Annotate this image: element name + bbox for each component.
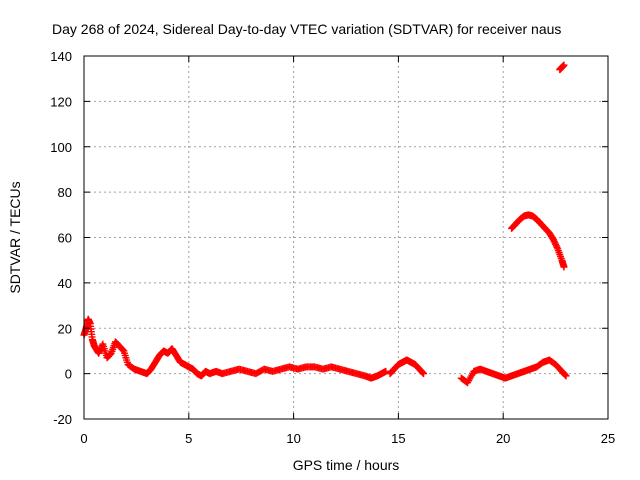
series-segment-18-21-h bbox=[457, 365, 528, 387]
data-point bbox=[560, 263, 568, 271]
y-axis-label: SDTVAR / TECUs bbox=[7, 181, 23, 293]
y-tick-label: 140 bbox=[50, 49, 72, 64]
series-bump-near-15-16-h bbox=[386, 356, 428, 378]
x-tick-label: 5 bbox=[185, 431, 192, 446]
x-tick-label: 10 bbox=[286, 431, 300, 446]
series-segment-21-23-h bbox=[520, 356, 570, 380]
grid-lines bbox=[84, 56, 608, 419]
x-tick-label: 15 bbox=[391, 431, 405, 446]
y-tick-label: 40 bbox=[58, 276, 72, 291]
y-tick-label: 0 bbox=[65, 367, 72, 382]
y-tick-label: 80 bbox=[58, 185, 72, 200]
data-point bbox=[562, 372, 570, 380]
x-tick-label: 0 bbox=[80, 431, 87, 446]
data-point bbox=[560, 61, 568, 69]
x-tick-label: 25 bbox=[601, 431, 615, 446]
series-upper-arc bbox=[508, 211, 568, 271]
data-points bbox=[80, 61, 570, 387]
y-tick-label: 120 bbox=[50, 94, 72, 109]
data-point bbox=[382, 367, 390, 375]
x-axis-label: GPS time / hours bbox=[293, 457, 400, 473]
series-top-fragment bbox=[556, 61, 568, 74]
axis-ticks: 0 5 10 15 20 25 -20 0 20 40 60 80 100 120 140 bbox=[50, 49, 615, 446]
series-main-trace bbox=[80, 315, 390, 382]
y-tick-label: 20 bbox=[58, 321, 72, 336]
y-tick-label: 100 bbox=[50, 140, 72, 155]
x-tick-label: 20 bbox=[496, 431, 510, 446]
y-tick-label: -20 bbox=[53, 412, 72, 427]
chart-title: Day 268 of 2024, Sidereal Day-to-day VTE… bbox=[52, 21, 561, 37]
data-point bbox=[420, 370, 428, 378]
y-tick-label: 60 bbox=[58, 231, 72, 246]
